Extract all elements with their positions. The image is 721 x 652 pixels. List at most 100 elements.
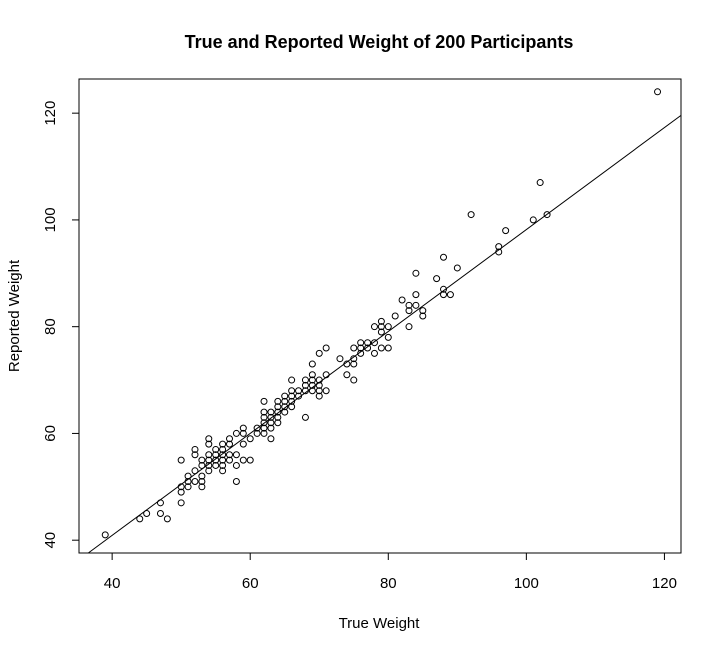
x-tick-label: 100	[514, 575, 539, 592]
data-point	[357, 344, 365, 352]
data-point	[288, 403, 296, 411]
data-point	[232, 451, 240, 459]
data-point	[654, 88, 662, 96]
x-axis-title: True Weight	[339, 615, 421, 632]
data-point	[467, 211, 475, 219]
data-point	[308, 360, 316, 368]
x-tick-label: 40	[104, 575, 121, 592]
data-point	[433, 275, 441, 283]
data-point	[543, 211, 551, 219]
x-tick-label: 80	[380, 575, 397, 592]
y-tick-label: 100	[42, 207, 59, 232]
data-point	[212, 451, 220, 459]
data-point	[446, 291, 454, 299]
data-point	[308, 371, 316, 379]
data-point	[253, 424, 261, 432]
y-tick-label: 80	[42, 318, 59, 335]
data-point	[440, 291, 448, 299]
data-point	[212, 445, 220, 453]
data-point	[205, 456, 213, 464]
data-point	[322, 371, 330, 379]
data-point	[239, 424, 247, 432]
data-point	[343, 360, 351, 368]
data-point	[226, 440, 233, 448]
data-point	[308, 381, 316, 389]
plot-frame	[78, 78, 682, 554]
data-point	[364, 339, 372, 347]
data-point	[198, 472, 206, 480]
data-point	[274, 413, 282, 421]
data-point	[191, 477, 199, 485]
data-point	[281, 392, 289, 400]
y-tick-label: 60	[42, 425, 59, 442]
data-point	[281, 403, 289, 411]
data-point	[295, 387, 303, 395]
data-point	[267, 419, 275, 427]
data-point	[384, 333, 392, 341]
data-point	[184, 472, 192, 480]
data-point	[315, 349, 323, 357]
data-point	[288, 392, 296, 400]
data-point	[315, 376, 323, 384]
data-point	[412, 291, 420, 299]
data-point	[232, 461, 240, 469]
data-point	[219, 440, 227, 448]
data-point	[391, 312, 399, 320]
data-point	[350, 344, 358, 352]
data-point	[529, 216, 537, 224]
data-point	[405, 307, 413, 315]
data-point	[377, 328, 385, 336]
data-point	[260, 397, 268, 405]
chart-title: True and Reported Weight of 200 Particip…	[185, 32, 574, 52]
data-point	[191, 445, 199, 453]
data-point	[274, 419, 282, 427]
data-point	[198, 477, 206, 485]
data-point	[226, 451, 233, 459]
data-point	[198, 461, 206, 469]
data-point	[136, 515, 144, 523]
data-point	[370, 339, 378, 347]
y-tick-label: 120	[42, 101, 59, 126]
data-point	[260, 424, 268, 432]
data-point	[274, 397, 282, 405]
data-point	[288, 387, 296, 395]
points-layer	[101, 88, 662, 539]
data-point	[101, 531, 109, 539]
data-point	[219, 445, 227, 453]
data-point	[440, 253, 448, 261]
data-point	[232, 477, 240, 485]
data-point	[536, 179, 544, 187]
data-point	[177, 483, 185, 491]
data-point	[301, 387, 309, 395]
data-point	[143, 510, 151, 517]
data-point	[377, 323, 385, 331]
data-point	[288, 397, 296, 405]
data-point	[267, 435, 275, 443]
x-axis: 40 60 80 100 120	[104, 552, 677, 592]
data-point	[384, 323, 392, 331]
data-point	[226, 435, 233, 443]
data-point	[301, 376, 309, 384]
data-point	[308, 387, 316, 395]
regression-line	[87, 114, 682, 554]
data-point	[281, 408, 289, 416]
data-point	[212, 456, 220, 464]
data-point	[205, 467, 213, 475]
y-axis-title: Reported Weight	[6, 259, 23, 372]
data-point	[274, 403, 282, 411]
data-point	[412, 301, 420, 309]
data-point	[322, 387, 330, 395]
data-point	[191, 467, 199, 475]
data-point	[177, 456, 185, 464]
data-point	[198, 483, 206, 491]
data-point	[267, 424, 275, 432]
data-point	[212, 461, 220, 469]
data-point	[357, 339, 365, 347]
data-point	[370, 349, 378, 357]
y-tick-label: 40	[42, 532, 59, 549]
data-point	[274, 408, 282, 416]
data-point	[495, 243, 503, 251]
data-point	[412, 269, 420, 277]
data-point	[156, 499, 164, 507]
